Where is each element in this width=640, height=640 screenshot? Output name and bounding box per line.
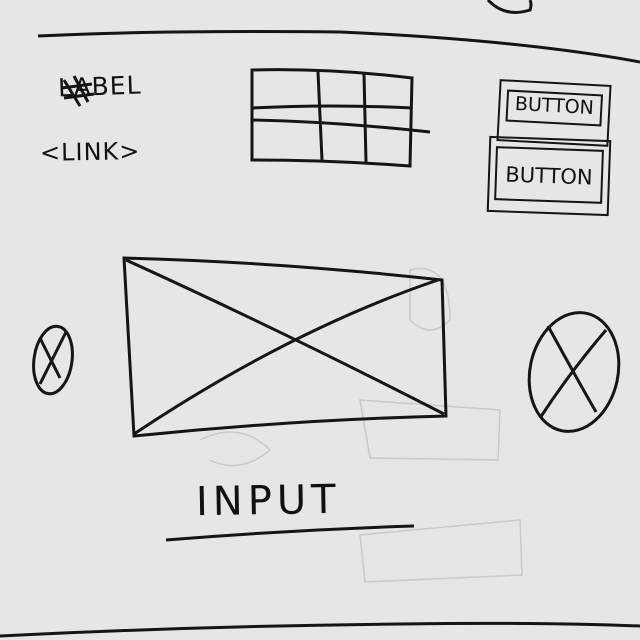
hash-icon: [61, 75, 95, 107]
footer-line: [0, 621, 640, 638]
button-secondary[interactable]: BUTTON: [486, 135, 612, 217]
label-text: LABEL: [57, 70, 142, 103]
left-circle-x-icon[interactable]: [29, 324, 76, 397]
link[interactable]: <LINK>: [39, 137, 141, 167]
header-line: [37, 30, 640, 64]
button-secondary-label: BUTTON: [504, 162, 594, 190]
button-primary-label: BUTTON: [514, 92, 595, 120]
background-marks: [199, 267, 523, 583]
image-placeholder-icon: [122, 256, 448, 438]
input-field[interactable]: INPUT: [195, 476, 341, 526]
top-partial-circle: [486, 0, 533, 14]
right-circle-x-icon[interactable]: [518, 304, 629, 440]
data-table[interactable]: [250, 68, 431, 168]
input-underline: [165, 524, 415, 542]
